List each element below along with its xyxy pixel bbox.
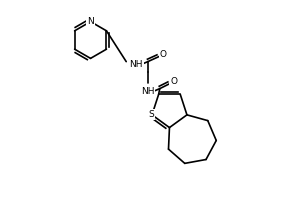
- Text: O: O: [170, 77, 177, 86]
- Text: NH: NH: [129, 60, 143, 69]
- Text: O: O: [160, 50, 167, 59]
- Text: NH: NH: [141, 87, 154, 96]
- Text: S: S: [148, 110, 154, 119]
- Text: N: N: [87, 17, 94, 26]
